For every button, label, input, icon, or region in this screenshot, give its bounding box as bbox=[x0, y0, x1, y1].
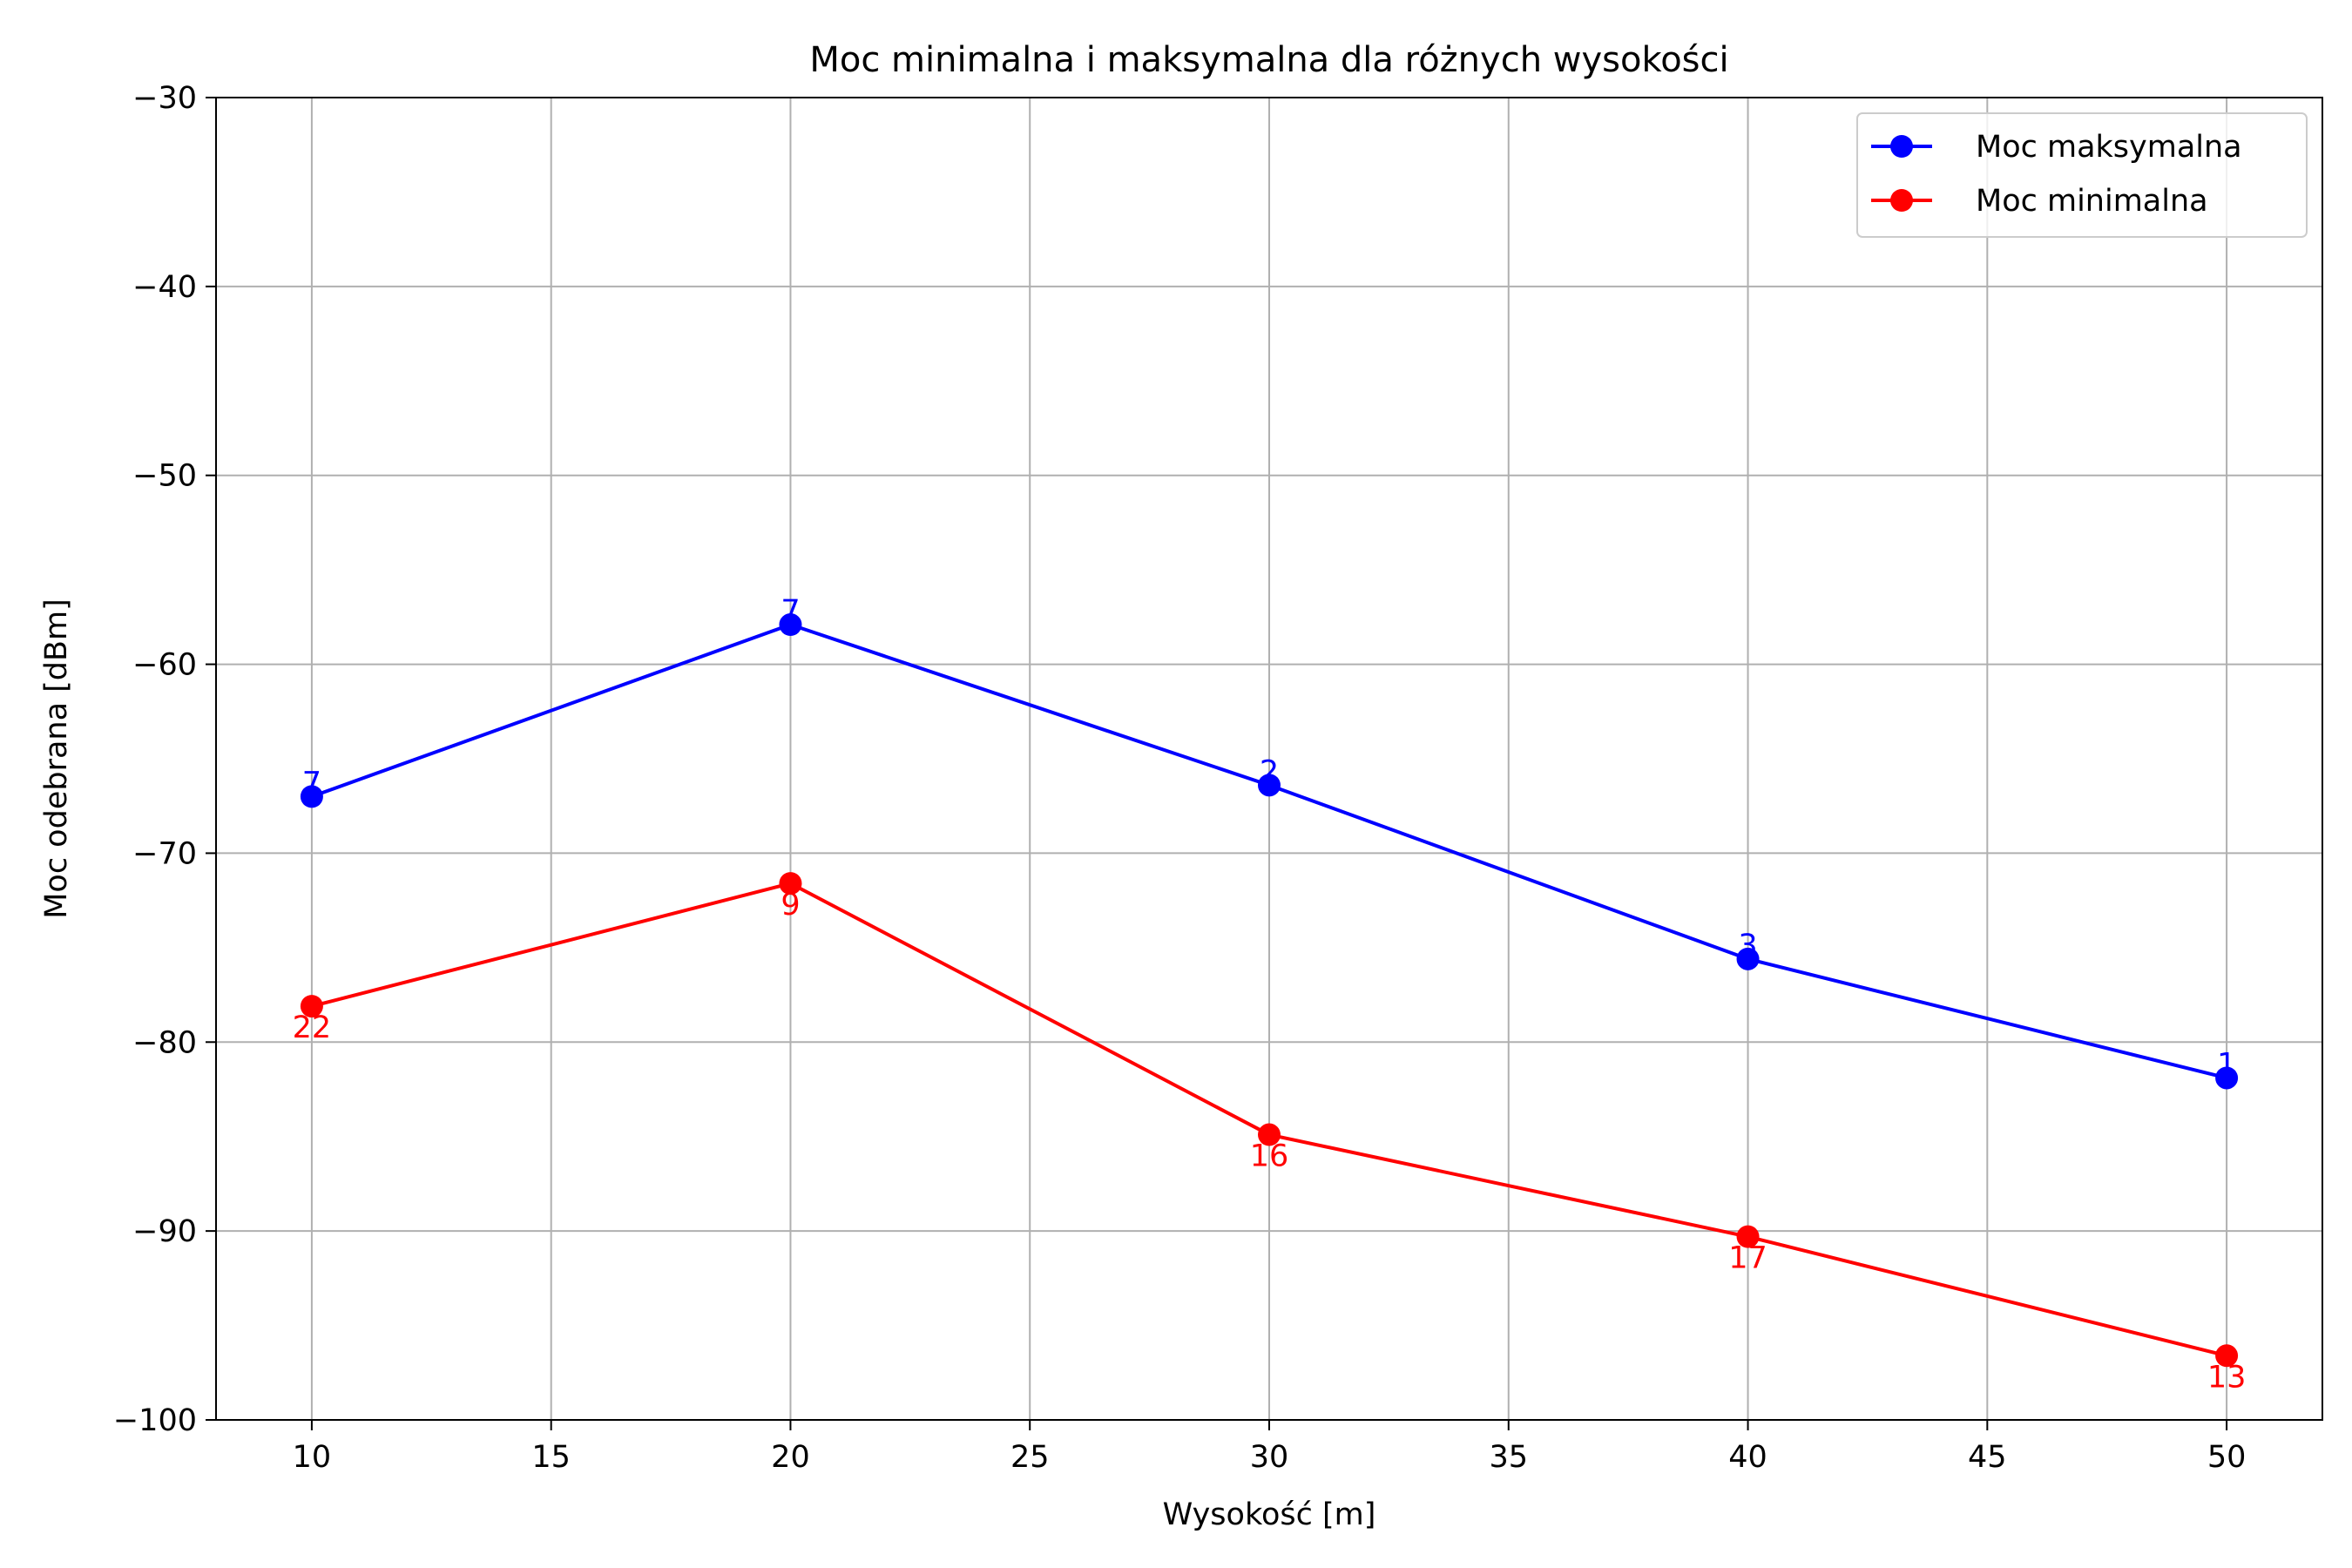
data-label: 17 bbox=[1728, 1241, 1767, 1276]
x-tick-label: 45 bbox=[1968, 1440, 2007, 1475]
x-axis-label: Wysokość [m] bbox=[1163, 1497, 1376, 1532]
data-label: 7 bbox=[781, 594, 800, 629]
chart-title: Moc minimalna i maksymalna dla różnych w… bbox=[809, 40, 1728, 80]
data-point bbox=[2215, 1066, 2239, 1090]
legend-item: Moc maksymalna bbox=[1871, 130, 2242, 165]
y-tick-label: −40 bbox=[132, 270, 197, 305]
data-point bbox=[1258, 1123, 1281, 1146]
y-tick-label: −60 bbox=[132, 648, 197, 683]
x-tick-label: 50 bbox=[2207, 1440, 2247, 1475]
x-tick-label: 15 bbox=[531, 1440, 571, 1475]
x-tick-label: 40 bbox=[1728, 1440, 1767, 1475]
data-point bbox=[1736, 947, 1760, 970]
data-label: 13 bbox=[2207, 1360, 2247, 1395]
legend-label: Moc minimalna bbox=[1976, 184, 2208, 219]
y-tick-label: −100 bbox=[113, 1403, 197, 1438]
y-tick-label: −70 bbox=[132, 836, 197, 871]
legend-marker bbox=[1890, 189, 1913, 212]
data-point bbox=[300, 995, 323, 1018]
x-tick-label: 25 bbox=[1010, 1440, 1050, 1475]
y-tick-label: −50 bbox=[132, 459, 197, 494]
data-point bbox=[300, 785, 323, 808]
data-label: 9 bbox=[781, 888, 800, 923]
legend-label: Moc maksymalna bbox=[1976, 130, 2242, 165]
data-label: 16 bbox=[1250, 1139, 1289, 1174]
legend-marker bbox=[1890, 135, 1913, 158]
data-label: 1 bbox=[2217, 1047, 2236, 1082]
y-tick-label: −30 bbox=[132, 81, 197, 116]
legend-box bbox=[1856, 112, 2308, 238]
legend-item: Moc minimalna bbox=[1871, 184, 2208, 219]
y-tick-label: −80 bbox=[132, 1025, 197, 1060]
data-point bbox=[1736, 1225, 1760, 1248]
x-tick-label: 30 bbox=[1250, 1440, 1289, 1475]
y-tick-label: −90 bbox=[132, 1214, 197, 1249]
x-tick-label: 10 bbox=[293, 1440, 332, 1475]
axes: 10 15 20 25 30 35 40 45 50 −100 −90 −80 −70 −60 −50 −40… bbox=[113, 81, 2247, 1475]
data-label: 22 bbox=[293, 1010, 332, 1045]
x-tick-label: 20 bbox=[771, 1440, 810, 1475]
data-point bbox=[2215, 1344, 2239, 1368]
series-moc-maksymalna: 7 7 2 3 1 bbox=[300, 594, 2239, 1090]
legend: Moc maksymalna Moc minimalna bbox=[1856, 112, 2308, 238]
x-tick-label: 35 bbox=[1489, 1440, 1528, 1475]
data-label: 2 bbox=[1260, 754, 1279, 789]
y-axis-label: Moc odebrana [dBm] bbox=[39, 598, 74, 919]
data-point bbox=[779, 613, 802, 637]
data-point bbox=[779, 872, 802, 896]
data-point bbox=[1258, 774, 1281, 797]
data-label: 7 bbox=[302, 766, 321, 801]
data-label: 3 bbox=[1738, 929, 1757, 963]
series-layer: 7 7 2 3 1 22 9 16 17 13 bbox=[293, 594, 2247, 1395]
